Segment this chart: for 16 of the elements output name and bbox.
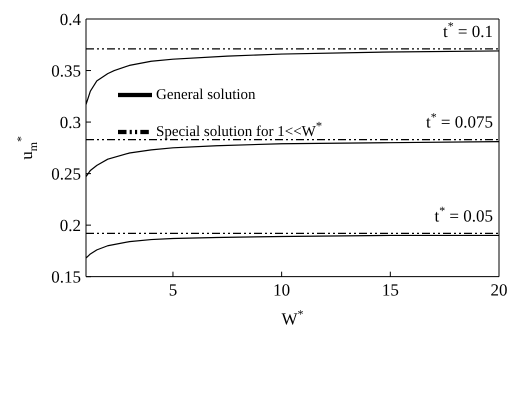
x-axis-title: W$^{*}$ (282, 306, 304, 329)
x-tick-label: 15 (382, 280, 399, 300)
y-tick-label: 0.15 (51, 268, 81, 287)
y-tick-label: 0.2 (60, 216, 81, 236)
x-tick-label: 20 (490, 280, 508, 300)
legend-label: Special solution for 1<<W$^{*}$ (156, 119, 322, 140)
legend-label: General solution (156, 86, 256, 103)
y-tick-label: 0.3 (60, 113, 81, 132)
y-tick-label: 0.35 (51, 62, 81, 81)
annotation: t$^{*}$ = 0.05 (434, 204, 493, 226)
annotation: t$^{*}$ = 0.075 (426, 110, 493, 132)
y-tick-label: 0.25 (51, 164, 81, 184)
annotation: t$^{*}$ = 0.1 (442, 19, 493, 41)
x-tick-label: 5 (168, 280, 178, 300)
x-tick-label: 10 (273, 280, 290, 300)
y-tick-label: 0.4 (60, 10, 82, 30)
